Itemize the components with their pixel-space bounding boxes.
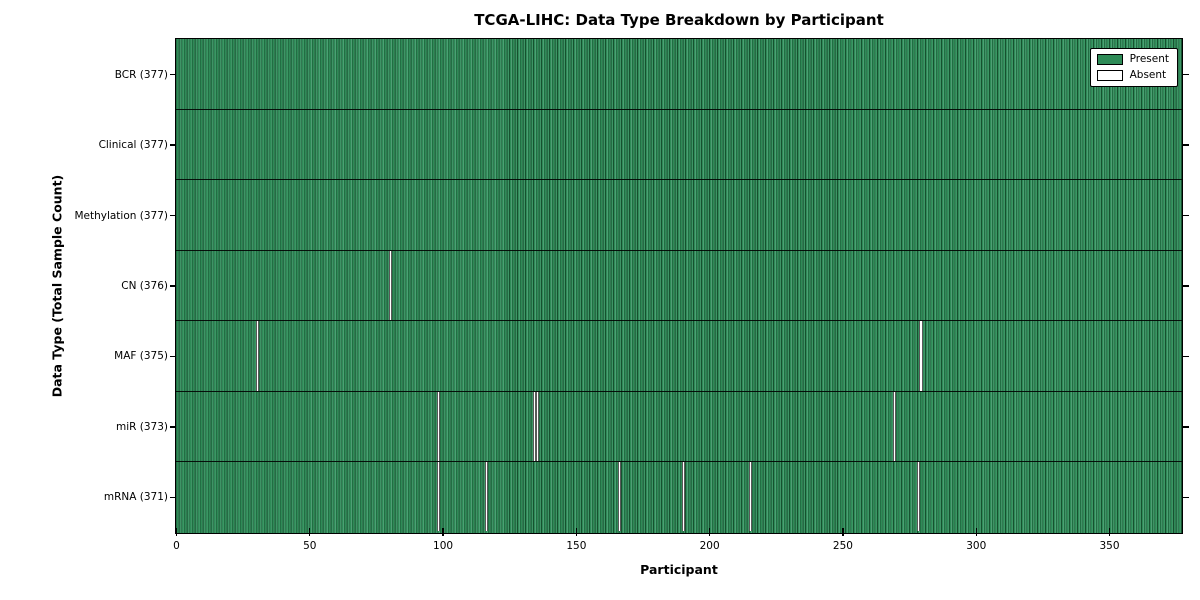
y-tick-mark — [1182, 74, 1189, 76]
y-axis-title: Data Type (Total Sample Count) — [49, 174, 65, 398]
x-tick-label: 100 — [433, 539, 454, 552]
y-tick-mark — [1182, 426, 1189, 428]
row-separator — [176, 249, 1182, 251]
x-tick-label: 50 — [303, 539, 317, 552]
legend-item-present: Present — [1096, 53, 1169, 65]
absent-gap — [484, 462, 489, 532]
absent-gap — [892, 391, 897, 461]
legend: Present Absent — [1089, 48, 1178, 87]
absent-gap — [436, 462, 441, 532]
y-tick-mark — [1182, 355, 1189, 358]
plot-area: Present Absent — [175, 38, 1183, 534]
y-tick-label: MAF (375) — [114, 350, 168, 363]
row-separator — [176, 108, 1182, 110]
x-tick-label: 0 — [173, 539, 180, 552]
chart-title: TCGA-LIHC: Data Type Breakdown by Partic… — [474, 11, 884, 29]
y-tick-label: Methylation (377) — [74, 209, 168, 222]
x-tick-label: 250 — [832, 539, 853, 552]
y-tick-mark — [1182, 285, 1189, 287]
legend-swatch-present — [1096, 54, 1123, 65]
absent-gap — [919, 321, 923, 391]
row-separator — [176, 179, 1182, 181]
y-tick-mark — [1182, 496, 1189, 498]
x-tick-label: 150 — [566, 539, 587, 552]
legend-swatch-absent — [1096, 70, 1123, 81]
y-tick-mark — [1182, 144, 1189, 146]
absent-gap — [748, 462, 753, 532]
x-tick-label: 200 — [699, 539, 720, 552]
absent-gap — [916, 462, 921, 532]
y-tick-label: mRNA (371) — [103, 491, 168, 504]
y-tick-label: CN (376) — [121, 280, 168, 292]
y-tick-mark — [1182, 214, 1189, 217]
x-tick-label: 350 — [1099, 539, 1120, 552]
y-tick-label: Clinical (377) — [98, 139, 168, 152]
row-separator — [176, 461, 1182, 463]
absent-gap — [255, 321, 259, 391]
absent-gap — [436, 391, 441, 461]
row-separator — [176, 320, 1182, 322]
legend-item-absent: Absent — [1096, 69, 1169, 81]
absent-gap — [388, 250, 393, 321]
row-separator — [176, 390, 1182, 392]
y-tick-label: miR (373) — [115, 420, 168, 433]
absent-gap — [535, 391, 539, 461]
y-tick-label: BCR (377) — [114, 68, 168, 81]
absent-gap — [682, 462, 686, 532]
absent-gap — [618, 462, 622, 532]
legend-label-absent: Absent — [1129, 69, 1167, 81]
x-tick-label: 300 — [966, 539, 987, 552]
x-axis-title: Participant — [640, 562, 718, 577]
legend-label-present: Present — [1129, 53, 1169, 65]
